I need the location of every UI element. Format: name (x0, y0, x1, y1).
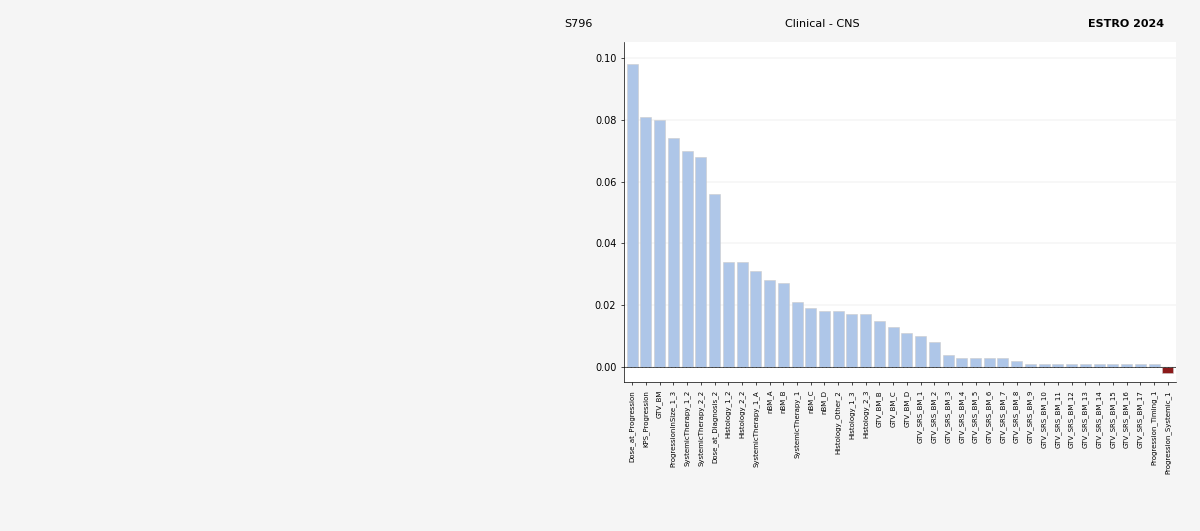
Bar (668, 138, 679, 367)
Bar (874, 321, 884, 367)
Text: Clinical - CNS: Clinical - CNS (785, 19, 859, 29)
Bar (737, 262, 748, 367)
Bar (970, 357, 982, 367)
Bar (764, 280, 775, 367)
Bar (901, 333, 912, 367)
Bar (654, 119, 665, 367)
Bar (997, 357, 1008, 367)
Bar (942, 355, 954, 367)
Bar (709, 194, 720, 367)
Bar (833, 311, 844, 367)
Bar (696, 157, 707, 367)
Bar (984, 357, 995, 367)
Bar (860, 314, 871, 367)
Bar (1052, 364, 1063, 367)
Bar (1080, 364, 1091, 367)
Bar (778, 284, 788, 367)
Bar (1039, 364, 1050, 367)
Bar (956, 357, 967, 367)
Bar (641, 117, 652, 367)
Bar (805, 308, 816, 367)
Bar (888, 327, 899, 367)
Bar (1135, 364, 1146, 367)
Bar (1066, 364, 1078, 367)
Bar (916, 336, 926, 367)
Bar (818, 311, 830, 367)
Bar (1012, 361, 1022, 367)
Bar (846, 314, 858, 367)
Bar (722, 262, 734, 367)
Bar (929, 342, 940, 367)
Bar (1163, 367, 1174, 373)
Text: S796: S796 (564, 19, 593, 29)
Bar (750, 271, 761, 367)
Bar (682, 151, 692, 367)
Bar (1148, 364, 1159, 367)
Bar (1108, 364, 1118, 367)
Bar (792, 302, 803, 367)
Bar (1121, 364, 1132, 367)
Text: ESTRO 2024: ESTRO 2024 (1088, 19, 1164, 29)
Bar (626, 64, 637, 367)
Bar (1025, 364, 1036, 367)
Bar (1093, 364, 1104, 367)
